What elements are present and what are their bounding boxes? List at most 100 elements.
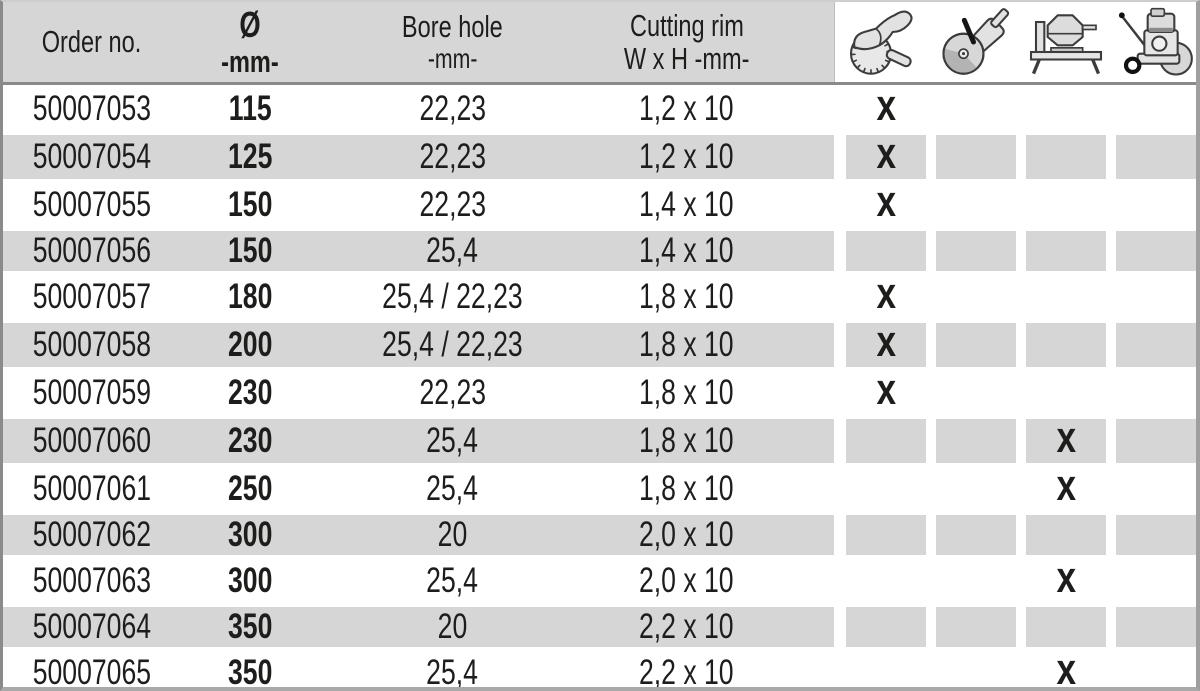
floor-saw-mark-cell [1116, 419, 1196, 463]
angle-grinder-mark-cell [846, 467, 926, 511]
bore-cell: 22,23 [320, 135, 585, 179]
masonry-table-saw-icon [1026, 2, 1106, 82]
rim-cell: 1,2 x 10 [639, 89, 734, 128]
order-cell: 50007058 [3, 323, 180, 367]
order-cell: 50007065 [32, 653, 151, 691]
table-row: 50007061 250 25,4 1,8 x 10 x [3, 461, 1196, 513]
masonry-table-saw-mark-cell [1026, 607, 1106, 647]
masonry-table-saw-mark-cell [1026, 371, 1106, 415]
table-row: 50007055 150 22,23 1,4 x 10 x [3, 180, 1196, 229]
x-mark: x [1056, 645, 1076, 691]
bore-cell: 22,23 [419, 185, 486, 224]
floor-saw-mark-cell [1116, 183, 1196, 227]
diameter-cell: 230 [227, 373, 273, 412]
order-cell: 50007061 [32, 469, 151, 508]
angle-grinder-mark-cell: x [846, 180, 926, 227]
table-row: 50007057 180 25,4 / 22,23 1,8 x 10 x [3, 269, 1196, 321]
diameter-cell: 150 [227, 185, 273, 224]
diameter-cell: 350 [180, 607, 320, 647]
diameter-cell: 125 [180, 135, 320, 179]
x-mark: x [1056, 461, 1076, 510]
bore-cell: 25,4 [426, 469, 479, 508]
masonry-table-saw-mark-cell [1026, 183, 1106, 227]
table-row: 50007064 350 20 2,2 x 10 [3, 605, 1196, 649]
bore-cell: 25,4 / 22,23 [382, 277, 523, 316]
bore-cell: 25,4 [426, 653, 479, 691]
rim-cell: 1,4 x 10 [585, 231, 834, 271]
masonry-table-saw-mark-cell: x [1026, 416, 1106, 463]
cut-off-saw-mark-cell [936, 371, 1016, 415]
table-body: 50007053 115 22,23 1,2 x 10 x 50007054 1… [3, 81, 1196, 691]
floor-saw-mark-cell [1116, 275, 1196, 319]
cutting-rim-header-label: Cutting rim [629, 7, 744, 43]
rim-cell: 1,8 x 10 [639, 469, 734, 508]
table-row: 50007058 200 25,4 / 22,23 1,8 x 10 x [3, 317, 1196, 369]
angle-grinder-mark-cell: x [846, 129, 926, 179]
masonry-table-saw-mark-cell [1026, 515, 1106, 555]
order-cell: 50007062 [3, 515, 180, 555]
bore-cell: 20 [320, 515, 585, 555]
floor-saw-mark-cell [1116, 607, 1196, 647]
masonry-table-saw-mark-cell [1026, 323, 1106, 367]
order-cell: 50007055 [32, 185, 151, 224]
angle-grinder-mark-cell [846, 515, 926, 555]
rim-cell: 2,2 x 10 [639, 653, 734, 691]
floor-saw-mark-cell [1116, 87, 1196, 131]
rim-cell: 1,8 x 10 [639, 277, 734, 316]
angle-grinder-mark-cell [846, 419, 926, 463]
table-row: 50007056 150 25,4 1,4 x 10 [3, 229, 1196, 273]
masonry-table-saw-mark-cell: x [1026, 553, 1106, 603]
angle-grinder-mark-cell: x [846, 81, 926, 131]
angle-grinder-mark-cell: x [846, 365, 926, 415]
order-no-header-label: Order no. [41, 24, 142, 60]
cut-off-saw-mark-cell [936, 559, 1016, 603]
cut-off-saw-mark-cell [936, 607, 1016, 647]
diameter-cell: 115 [228, 89, 272, 128]
order-cell: 50007064 [3, 607, 180, 647]
bore-cell: 20 [320, 607, 585, 647]
floor-saw-mark-cell [1116, 231, 1196, 271]
floor-saw-mark-cell [1116, 515, 1196, 555]
x-mark: x [876, 365, 896, 414]
cut-off-saw-mark-cell [936, 419, 1016, 463]
diameter-header-label: Ø [239, 3, 261, 45]
diameter-cell: 150 [180, 231, 320, 271]
diameter-cell: 200 [180, 323, 320, 367]
cut-off-saw-icon [936, 2, 1016, 82]
column-header-order-no: Order no. [3, 2, 180, 82]
angle-grinder-mark-cell [846, 559, 926, 603]
angle-grinder-mark-cell: x [846, 269, 926, 319]
table-row: 50007060 230 25,4 1,8 x 10 x [3, 416, 1196, 465]
x-mark: x [876, 317, 896, 366]
order-cell: 50007063 [32, 561, 151, 600]
x-mark: x [876, 269, 896, 318]
x-mark: x [1056, 553, 1076, 602]
order-cell: 50007060 [3, 419, 180, 463]
column-header-diameter: Ø -mm- [180, 2, 320, 82]
table-row: 50007054 125 22,23 1,2 x 10 x [3, 129, 1196, 181]
bore-hole-header-label: Bore hole [402, 9, 503, 45]
cutting-rim-unit-label: W x H -mm- [623, 41, 750, 76]
floor-saw-mark-cell [1116, 371, 1196, 415]
diameter-cell: 300 [180, 515, 320, 555]
rim-cell: 1,8 x 10 [585, 323, 834, 367]
angle-grinder-mark-cell: x [846, 317, 926, 367]
cut-off-saw-mark-cell [936, 231, 1016, 271]
diameter-cell: 300 [227, 561, 273, 600]
diameter-cell: 230 [180, 419, 320, 463]
table-row: 50007062 300 20 2,0 x 10 [3, 513, 1196, 557]
angle-grinder-icon [846, 2, 926, 82]
bore-cell: 25,4 [320, 419, 585, 463]
order-cell: 50007054 [3, 135, 180, 179]
floor-saw-mark-cell [1116, 651, 1196, 687]
cut-off-saw-mark-cell [936, 323, 1016, 367]
angle-grinder-mark-cell [846, 607, 926, 647]
cut-off-saw-mark-cell [936, 275, 1016, 319]
floor-saw-mark-cell [1116, 467, 1196, 511]
floor-saw-icon [1116, 2, 1196, 82]
order-cell: 50007059 [32, 373, 151, 412]
cut-off-saw-mark-cell [936, 651, 1016, 687]
x-mark: x [876, 81, 896, 130]
x-mark: x [876, 129, 896, 178]
